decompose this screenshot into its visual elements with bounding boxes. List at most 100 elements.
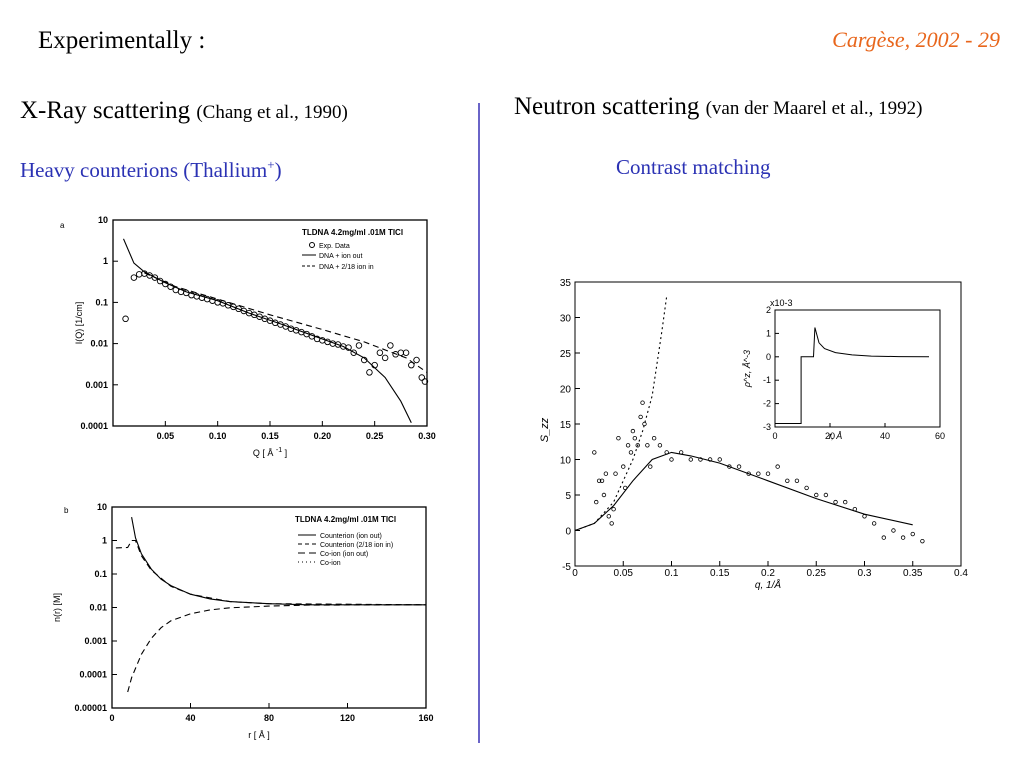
data-point xyxy=(183,289,190,297)
data-point xyxy=(303,330,310,338)
x-tick-label: 120 xyxy=(340,713,355,723)
y-axis-label: n(r) [M] xyxy=(52,593,62,622)
y-tick-label: 0.1 xyxy=(94,569,107,579)
xray-heading-text: X-Ray scattering xyxy=(20,97,191,124)
inset-series-line xyxy=(775,327,930,424)
data-point xyxy=(804,485,809,491)
plot-frame xyxy=(112,219,428,427)
data-point xyxy=(622,485,628,491)
data-point xyxy=(408,361,415,369)
x-axis-exp: -1 xyxy=(276,447,282,454)
data-point xyxy=(397,349,405,356)
x-tick-label: 0.15 xyxy=(710,568,730,579)
y-tick-label: 15 xyxy=(560,420,572,431)
legend-label: DNA + 2/18 ion in xyxy=(319,264,374,271)
y-tick-label: 0.001 xyxy=(84,636,107,646)
data-point xyxy=(601,492,607,498)
data-point xyxy=(613,471,618,476)
series-line xyxy=(574,296,668,532)
data-point xyxy=(376,349,384,356)
y-tick-label: 10 xyxy=(98,215,108,225)
inset-multiplier: x10-3 xyxy=(770,298,793,308)
data-point xyxy=(881,535,886,540)
data-point xyxy=(910,531,915,537)
x-tick-label: 80 xyxy=(264,713,274,723)
data-point xyxy=(371,361,378,369)
data-point xyxy=(282,323,289,330)
y-tick-label: 10 xyxy=(560,456,572,467)
data-point xyxy=(135,271,143,278)
y-tick-label: 1 xyxy=(102,536,107,546)
xray-citation: (Chang et al., 1990) xyxy=(196,102,348,123)
data-point xyxy=(592,450,597,455)
legend-label: Counterion (ion out) xyxy=(320,533,382,540)
data-point xyxy=(172,286,180,294)
data-point xyxy=(785,478,790,483)
data-point xyxy=(688,457,693,462)
y-axis-label: I(Q) [1/cm] xyxy=(74,302,84,345)
inset-x-tick-label: 40 xyxy=(880,431,890,441)
x-axis-label: r [ Å ] xyxy=(248,730,270,740)
data-point xyxy=(862,514,867,519)
inset-y-tick-label: -1 xyxy=(763,375,771,385)
inset-y-tick-label: 0 xyxy=(766,352,771,362)
data-point xyxy=(606,514,611,519)
inset-frame xyxy=(774,309,941,428)
x-tick-label: 0.35 xyxy=(903,568,923,579)
data-point xyxy=(360,356,368,364)
x-tick-label: 0.1 xyxy=(665,568,679,579)
xray-subheading-pre: Heavy counterions (Thallium xyxy=(20,158,268,182)
data-point xyxy=(402,349,410,356)
y-tick-label: 30 xyxy=(560,314,572,325)
y-tick-label: 0.1 xyxy=(95,297,108,307)
xray-heading: X-Ray scattering (Chang et al., 1990) xyxy=(20,97,348,125)
data-point xyxy=(814,492,819,498)
x-tick-label: 0.4 xyxy=(954,568,968,579)
data-point xyxy=(130,274,138,281)
series-line xyxy=(574,451,913,532)
data-point xyxy=(669,457,674,462)
xray-subheading-post: ) xyxy=(274,158,282,182)
data-point xyxy=(651,435,657,441)
y-tick-label: 10 xyxy=(97,502,107,512)
data-point xyxy=(616,435,621,441)
data-point xyxy=(167,283,174,290)
x-axis-label: Q [ Å -1 ] xyxy=(253,447,287,458)
x-axis-label: q, 1/Å xyxy=(755,578,781,591)
legend-label: Co-ion (ion out) xyxy=(320,551,368,558)
box-title: TLDNA 4.2mg/ml .01M TlCl xyxy=(302,228,403,237)
data-point xyxy=(596,478,602,483)
y-tick-label: 25 xyxy=(560,349,572,360)
data-point xyxy=(632,435,638,441)
data-point xyxy=(642,421,647,427)
x-tick-label: 0.3 xyxy=(858,568,872,579)
inset-y-tick-label: 1 xyxy=(766,328,771,338)
legend-label: Exp. Data xyxy=(319,243,350,250)
data-point xyxy=(151,274,159,281)
x-axis-close: ] xyxy=(282,448,287,458)
data-point xyxy=(625,443,631,448)
y-tick-label: 35 xyxy=(560,278,572,289)
inset-x-axis-label: r, Å xyxy=(829,431,843,441)
panel-letter: b xyxy=(64,506,69,515)
data-point xyxy=(603,471,609,476)
x-tick-label: 0.25 xyxy=(366,431,384,441)
data-point xyxy=(717,457,722,462)
y-tick-label: 0.001 xyxy=(85,380,108,390)
data-point xyxy=(645,443,650,448)
data-point xyxy=(381,354,389,362)
x-tick-label: 0.20 xyxy=(314,431,332,441)
inset-x-tick-label: 60 xyxy=(935,431,945,441)
y-tick-label: 0.00001 xyxy=(74,703,107,713)
inset-y-axis-label: ρ^z, Å^-3 xyxy=(742,350,752,388)
data-point xyxy=(775,464,780,469)
data-point xyxy=(746,471,751,476)
x-tick-label: 0.2 xyxy=(761,568,775,579)
data-point xyxy=(628,450,634,455)
x-tick-label: 0.30 xyxy=(418,431,436,441)
data-point xyxy=(156,277,164,285)
data-point xyxy=(756,471,761,476)
data-point xyxy=(345,344,352,351)
